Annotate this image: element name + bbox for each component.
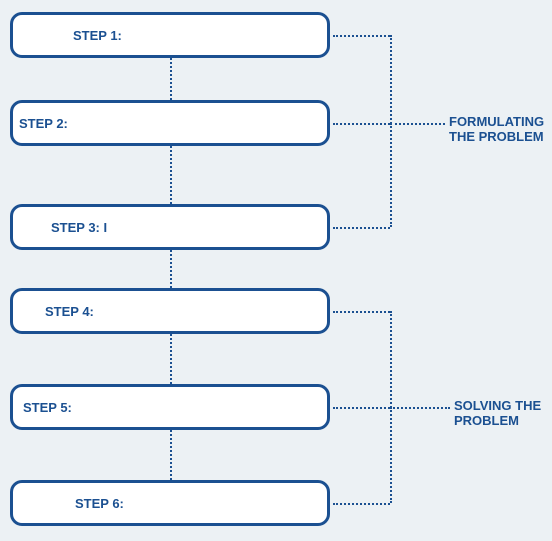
bracket0-bot-h bbox=[333, 227, 390, 229]
step4-box: STEP 4: bbox=[10, 288, 330, 334]
connector-vert-2 bbox=[170, 250, 172, 288]
step5-box: STEP 5: bbox=[10, 384, 330, 430]
step3-label: STEP 3: I bbox=[51, 220, 107, 235]
bracket0-to-label bbox=[390, 123, 445, 125]
diagram-canvas: STEP 1: STEP 2: STEP 3: I STEP 4: STEP 5: STE… bbox=[0, 0, 552, 541]
step1-box: STEP 1: bbox=[10, 12, 330, 58]
bracket1-bot-h bbox=[333, 503, 390, 505]
step2-box: STEP 2: bbox=[10, 100, 330, 146]
connector-vert-3 bbox=[170, 334, 172, 384]
connector-vert-1 bbox=[170, 146, 172, 204]
group2-label: SOLVING THE PROBLEM bbox=[454, 398, 541, 428]
bracket0-mid-stub bbox=[333, 123, 390, 125]
step4-label: STEP 4: bbox=[45, 304, 94, 319]
connector-vert-4 bbox=[170, 430, 172, 480]
step2-label: STEP 2: bbox=[19, 116, 68, 131]
bracket1-top-h bbox=[333, 311, 390, 313]
group1-label: FORMULATING THE PROBLEM bbox=[449, 114, 544, 144]
bracket1-mid-stub bbox=[333, 407, 390, 409]
connector-vert-0 bbox=[170, 58, 172, 100]
step6-box: STEP 6: bbox=[10, 480, 330, 526]
bracket1-to-label bbox=[390, 407, 450, 409]
step5-label: STEP 5: bbox=[23, 400, 72, 415]
step1-label: STEP 1: bbox=[73, 28, 122, 43]
bracket0-top-h bbox=[333, 35, 390, 37]
bracket0-spine bbox=[390, 35, 392, 227]
step6-label: STEP 6: bbox=[75, 496, 124, 511]
step3-box: STEP 3: I bbox=[10, 204, 330, 250]
